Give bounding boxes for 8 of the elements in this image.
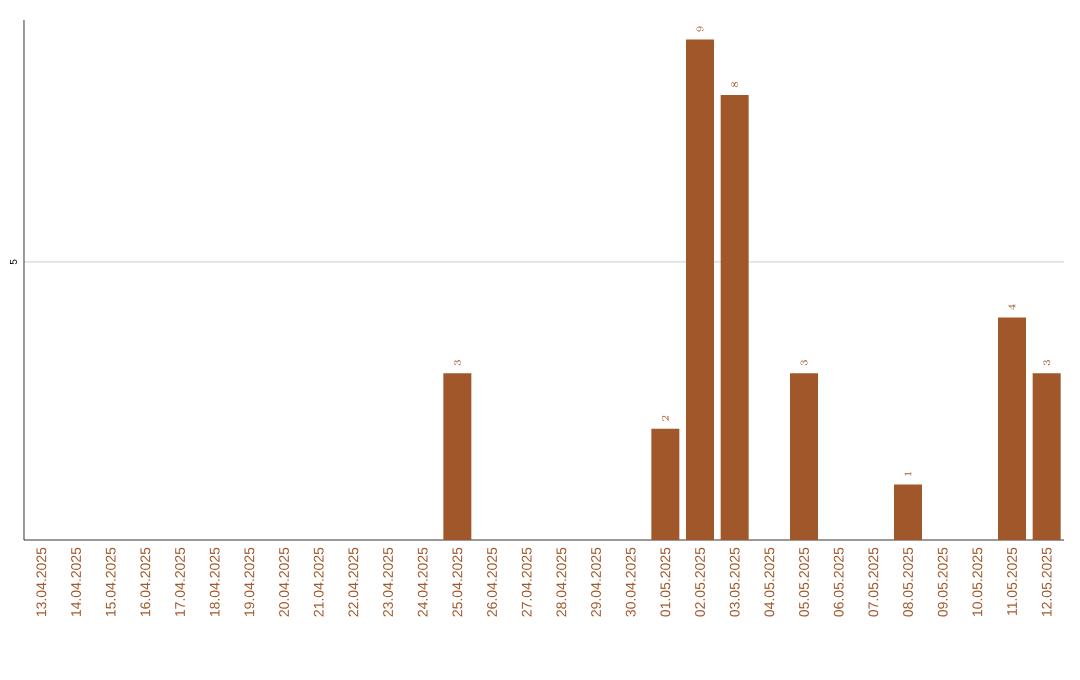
bar: [443, 373, 472, 540]
bar: [790, 373, 818, 540]
bar: [894, 484, 923, 540]
bar: [720, 95, 749, 540]
bar: [651, 428, 680, 540]
bar: [686, 39, 715, 540]
bar: [1032, 373, 1061, 540]
bar: [998, 317, 1027, 540]
